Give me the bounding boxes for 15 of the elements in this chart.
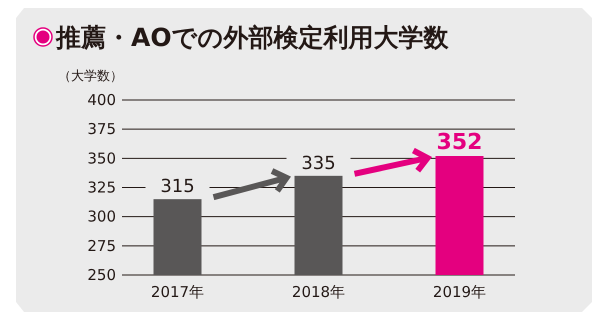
x-tick-label: 2018年 [292,283,346,301]
y-tick-label: 350 [87,149,116,168]
y-axis-title: （大学数） [58,69,123,84]
x-tick-label: 2019年 [432,283,486,301]
data-label: 315 [160,176,195,198]
y-tick-label: 325 [87,178,116,196]
chart-title: 推薦・AOでの外部検定利用大学数 [55,23,450,52]
y-tick-label: 250 [87,266,116,284]
data-label: 352 [436,130,482,155]
y-tick-label: 375 [87,120,116,138]
data-label: 335 [301,152,336,174]
x-tick-label: 2017年 [150,283,204,301]
y-tick-label: 275 [87,236,116,255]
y-tick-label: 400 [87,91,116,109]
y-tick-label: 300 [87,208,116,226]
